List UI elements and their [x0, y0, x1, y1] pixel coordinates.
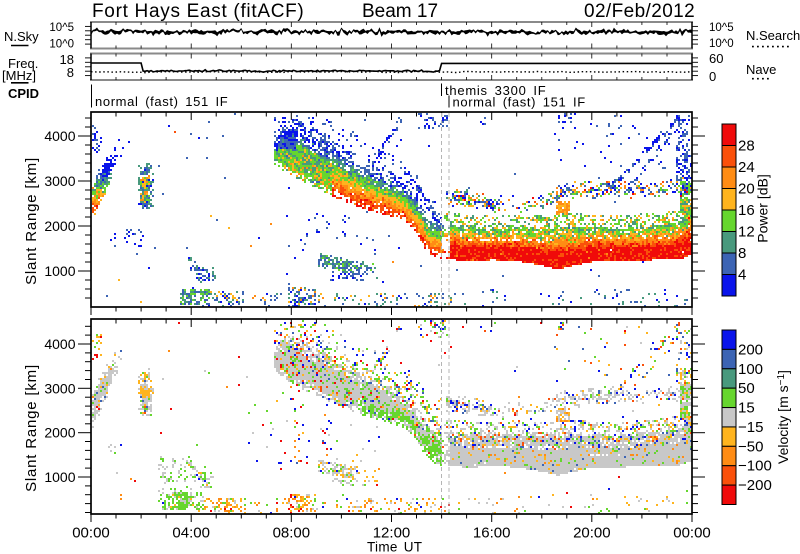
svg-text:16:00: 16:00: [473, 525, 511, 542]
svg-text:0: 0: [709, 69, 716, 84]
svg-text:20:00: 20:00: [573, 525, 611, 542]
svg-text:20: 20: [738, 181, 755, 198]
svg-text:4000: 4000: [44, 128, 75, 144]
svg-text:10^0: 10^0: [709, 38, 734, 50]
svg-text:60: 60: [709, 51, 723, 66]
svg-text:themis 3300 IF: themis 3300 IF: [445, 83, 547, 98]
svg-text:Beam 17: Beam 17: [362, 1, 438, 22]
svg-text:10^0: 10^0: [49, 39, 74, 51]
svg-text:Slant Range [km]: Slant Range [km]: [23, 364, 40, 492]
svg-text:CPID: CPID: [8, 86, 39, 101]
svg-text:1000: 1000: [44, 263, 75, 279]
svg-text:10^5: 10^5: [49, 22, 74, 34]
svg-text:100: 100: [738, 361, 763, 378]
svg-text:−50: −50: [738, 438, 763, 455]
svg-text:12:00: 12:00: [373, 525, 411, 542]
svg-text:4000: 4000: [44, 336, 75, 352]
svg-text:−100: −100: [738, 458, 772, 475]
svg-text:28: 28: [738, 138, 755, 155]
svg-text:00:00: 00:00: [72, 525, 110, 542]
svg-text:10^5: 10^5: [709, 22, 734, 34]
svg-text:2000: 2000: [44, 425, 75, 441]
svg-text:Time UT: Time UT: [367, 540, 422, 554]
svg-text:8: 8: [738, 245, 746, 262]
svg-text:3000: 3000: [44, 380, 75, 396]
svg-text:Velocity [m s−1]: Velocity [m s−1]: [775, 370, 791, 464]
svg-text:4: 4: [738, 267, 746, 284]
svg-text:2000: 2000: [44, 218, 75, 234]
svg-text:normal (fast) 151 IF: normal (fast) 151 IF: [453, 95, 586, 110]
svg-text:00:00: 00:00: [673, 525, 711, 542]
svg-text:Fort Hays East (fitACF): Fort Hays East (fitACF): [92, 1, 304, 22]
svg-text:8: 8: [67, 65, 74, 80]
svg-text:18: 18: [60, 52, 74, 67]
svg-text:−15: −15: [738, 419, 763, 436]
svg-text:08:00: 08:00: [273, 525, 311, 542]
svg-text:04:00: 04:00: [172, 525, 210, 542]
svg-text:[MHz]: [MHz]: [2, 68, 36, 83]
svg-text:N.Sky: N.Sky: [4, 29, 39, 44]
svg-text:16: 16: [738, 202, 755, 219]
svg-text:−200: −200: [738, 477, 772, 494]
svg-text:Slant Range [km]: Slant Range [km]: [23, 157, 40, 285]
svg-text:Freq.: Freq.: [8, 56, 38, 71]
svg-text:24: 24: [738, 159, 755, 176]
svg-text:N.Search: N.Search: [746, 28, 800, 43]
svg-text:normal (fast) 151 IF: normal (fast) 151 IF: [95, 94, 228, 109]
svg-text:Nave: Nave: [746, 62, 776, 77]
svg-text:15: 15: [738, 400, 755, 417]
svg-text:50: 50: [738, 380, 755, 397]
svg-text:12: 12: [738, 224, 755, 241]
svg-text:3000: 3000: [44, 173, 75, 189]
svg-text:200: 200: [738, 341, 763, 358]
svg-text:1000: 1000: [44, 469, 75, 485]
svg-text:02/Feb/2012: 02/Feb/2012: [584, 1, 695, 22]
svg-text:Power [dB]: Power [dB]: [755, 174, 771, 242]
